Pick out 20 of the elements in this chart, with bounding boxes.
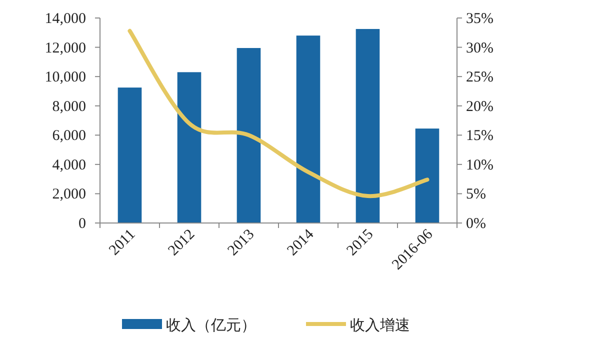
y-tick-label: 8,000 [52, 98, 86, 115]
y2-tick-label: 20% [466, 98, 494, 115]
y-tick-label: 2,000 [52, 186, 86, 203]
y2-tick-label: 35% [466, 11, 494, 27]
y2-tick-label: 5% [466, 186, 486, 203]
y-tick-label: 4,000 [52, 157, 86, 174]
y2-tick-label: 30% [466, 40, 494, 56]
y-tick-label: 10,000 [44, 70, 86, 86]
y-tick-label: 12,000 [44, 40, 86, 56]
x-tick-label: 2011 [106, 226, 139, 259]
y2-tick-label: 0% [466, 216, 486, 232]
legend-label: 收入增速 [350, 317, 410, 334]
line-series [128, 28, 430, 198]
y2-tick-label: 10% [466, 157, 494, 174]
y2-tick-label: 15% [466, 128, 494, 144]
y2-tick-label: 25% [466, 70, 494, 86]
y-tick-label: 0 [78, 216, 86, 232]
legend-label: 收入（亿元） [166, 317, 256, 334]
y-tick-label: 14,000 [44, 11, 86, 27]
y-tick-label: 6,000 [52, 128, 86, 144]
